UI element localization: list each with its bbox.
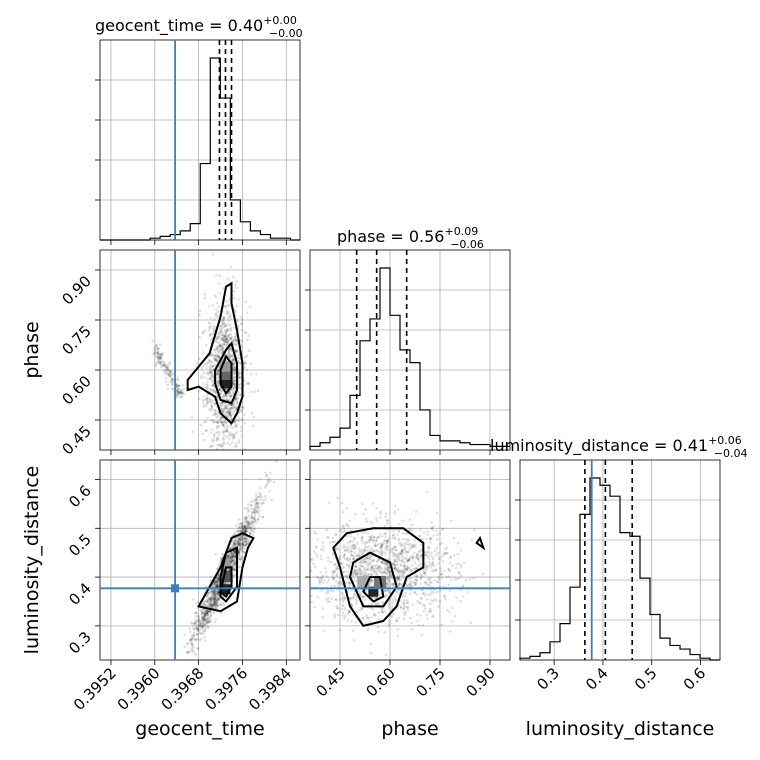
panel-frame <box>309 459 511 661</box>
title-geocent-time: geocent_time = 0.40+0.00 −0.00 <box>95 14 303 40</box>
scatter-points <box>183 460 278 657</box>
xlabel-geocent-time: geocent_time <box>135 718 264 740</box>
contour-level <box>219 354 233 396</box>
xtick-label-phase: 0.75 <box>412 664 448 700</box>
histogram-luminosity_distance <box>519 477 720 661</box>
density-bin <box>220 370 231 380</box>
ytick-label-luminosity_distance: 0.4 <box>65 579 95 609</box>
ytick-label-luminosity_distance: 0.5 <box>65 530 95 560</box>
ytick-label-phase: 0.90 <box>58 272 94 308</box>
ylabel-phase: phase <box>21 321 43 378</box>
contour-level <box>197 532 255 613</box>
scatter-points <box>310 490 486 656</box>
density-bin <box>220 584 231 595</box>
contour-level <box>475 535 486 551</box>
title-luminosity-distance: luminosity_distance = 0.41+0.06 −0.04 <box>490 434 748 460</box>
xtick-label-phase: 0.60 <box>362 664 398 700</box>
panel-frame <box>99 249 301 451</box>
panel-geocent_time-geocent_time <box>95 39 301 245</box>
ytick-label-phase: 0.75 <box>58 322 94 358</box>
xlabel-phase: phase <box>381 718 438 740</box>
panel-luminosity_distance-luminosity_distance: 0.3 0.4 0.5 0.6 <box>515 459 721 694</box>
density-bin <box>220 361 231 372</box>
xtick-label-phase: 0.90 <box>462 664 498 700</box>
panel-frame <box>309 249 511 451</box>
xtick-label-luminosity_distance: 0.6 <box>680 664 710 694</box>
xtick-label-geocent_time: 0.3976 <box>201 664 251 714</box>
xlabel-luminosity-distance: luminosity_distance <box>526 718 715 740</box>
ytick-label-luminosity_distance: 0.6 <box>65 482 95 512</box>
ytick-label-phase: 0.60 <box>58 372 94 408</box>
contour-level <box>362 576 385 603</box>
panel-frame <box>99 39 301 241</box>
xtick-label-geocent_time: 0.3952 <box>70 664 120 714</box>
xtick-label-luminosity_distance: 0.3 <box>533 664 563 694</box>
ytick-label-luminosity_distance: 0.3 <box>65 628 95 658</box>
contour-level <box>186 281 244 425</box>
histogram-phase <box>309 267 510 450</box>
truth-marker <box>171 584 180 593</box>
xtick-label-luminosity_distance: 0.4 <box>582 664 612 694</box>
contour-level <box>332 527 425 627</box>
panel-phase-luminosity_distance: 0.45 0.60 0.75 0.90 <box>305 459 511 700</box>
panel-frame <box>519 459 721 661</box>
contour-level <box>348 551 398 608</box>
scatter-points <box>151 252 260 450</box>
xtick-label-geocent_time: 0.3968 <box>158 664 208 714</box>
density-bin <box>220 572 231 583</box>
contour-level <box>219 546 238 603</box>
ytick-label-phase: 0.45 <box>58 422 94 458</box>
histogram-geocent_time <box>100 57 301 241</box>
xtick-label-geocent_time: 0.3960 <box>114 664 164 714</box>
panel-phase-phase <box>305 249 511 455</box>
xtick-label-phase: 0.45 <box>312 664 348 700</box>
xtick-label-luminosity_distance: 0.5 <box>631 664 661 694</box>
contour-level <box>214 341 238 405</box>
density-bin <box>368 586 379 597</box>
density-bin <box>220 378 231 389</box>
title-phase: phase = 0.56+0.09 −0.06 <box>337 225 484 251</box>
xtick-label-geocent_time: 0.3984 <box>245 664 295 714</box>
ylabel-luminosity-distance: luminosity_distance <box>21 466 43 655</box>
density-bin <box>220 557 231 568</box>
panel-geocent_time-phase: 0.45 0.60 0.75 0.90 <box>58 249 301 458</box>
contour-level <box>219 566 233 599</box>
panel-frame <box>99 459 301 661</box>
